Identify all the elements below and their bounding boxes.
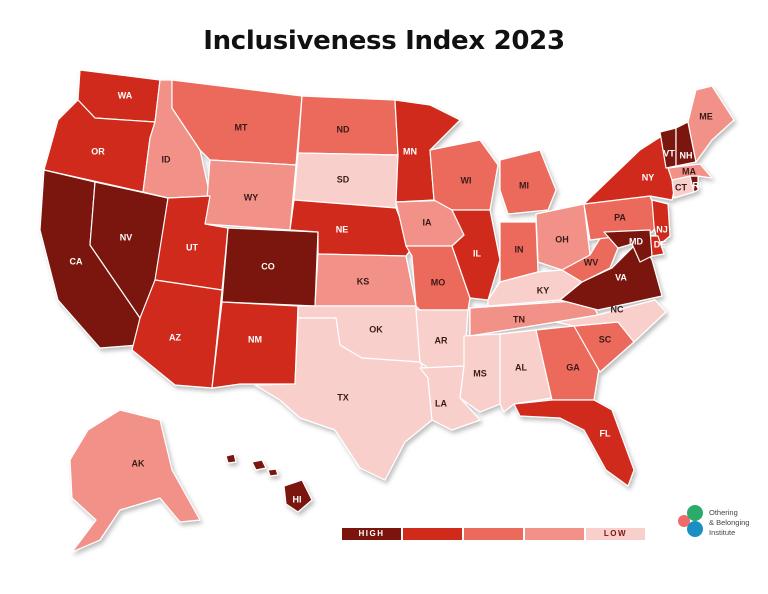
label-MN: MN xyxy=(403,146,417,156)
label-GA: GA xyxy=(566,362,580,372)
state-NC[interactable] xyxy=(555,299,667,343)
state-MD[interactable] xyxy=(603,229,653,263)
state-MI[interactable] xyxy=(499,149,557,215)
label-NV: NV xyxy=(120,232,133,242)
label-SD: SD xyxy=(337,174,350,184)
label-WV: WV xyxy=(584,257,599,267)
state-NM[interactable] xyxy=(211,301,299,389)
label-ND: ND xyxy=(337,124,350,134)
logo-blue-circle xyxy=(687,521,703,537)
state-AZ[interactable] xyxy=(131,279,223,389)
state-labels: WA OR CA NV ID MT WY UT CO AZ NM ND SD N… xyxy=(70,90,713,504)
label-NC: NC xyxy=(611,304,624,314)
label-WY: WY xyxy=(244,192,259,202)
label-PA: PA xyxy=(614,212,626,222)
logo-line-3: Institute xyxy=(709,528,736,537)
legend-swatch-high: HIGH xyxy=(342,528,401,540)
label-NE: NE xyxy=(336,224,349,234)
logo-line-2: & Belonging xyxy=(709,518,750,527)
label-KS: KS xyxy=(357,276,370,286)
label-NH: NH xyxy=(680,150,693,160)
label-AZ: AZ xyxy=(169,332,181,342)
label-OK: OK xyxy=(369,324,383,334)
label-NJ: NJ xyxy=(656,224,668,234)
label-IL: IL xyxy=(473,248,482,258)
label-MD: MD xyxy=(629,236,643,246)
label-CO: CO xyxy=(261,261,275,271)
othering-belonging-logo-icon xyxy=(678,505,703,537)
label-SC: SC xyxy=(599,334,612,344)
logo-green-circle xyxy=(687,505,703,521)
label-CT: CT xyxy=(675,182,687,192)
label-DE: DE xyxy=(654,239,667,249)
state-ME[interactable] xyxy=(687,85,735,163)
legend: HIGH LOW xyxy=(342,528,645,540)
label-LA: LA xyxy=(435,398,447,408)
logo-text: Othering & Belonging Institute xyxy=(709,508,749,538)
logo-line-1: Othering xyxy=(709,508,738,517)
label-KY: KY xyxy=(537,285,550,295)
label-AK: AK xyxy=(132,458,145,468)
legend-swatch-4 xyxy=(525,528,584,540)
legend-swatch-low: LOW xyxy=(586,528,645,540)
state-HI[interactable] xyxy=(225,453,313,513)
map-title: Inclusiveness Index 2023 xyxy=(203,26,565,56)
label-OH: OH xyxy=(555,234,569,244)
label-FL: FL xyxy=(600,428,611,438)
state-FL[interactable] xyxy=(513,399,635,487)
state-NJ[interactable] xyxy=(651,199,671,247)
state-AK[interactable] xyxy=(69,409,201,553)
label-WA: WA xyxy=(118,90,133,100)
label-IN: IN xyxy=(515,244,524,254)
label-ID: ID xyxy=(162,154,172,164)
label-TN: TN xyxy=(513,314,525,324)
legend-swatch-2 xyxy=(403,528,462,540)
label-UT: UT xyxy=(186,242,198,252)
label-WI: WI xyxy=(461,175,472,185)
label-MO: MO xyxy=(431,277,446,287)
label-AL: AL xyxy=(515,362,527,372)
label-VA: VA xyxy=(615,272,627,282)
label-AR: AR xyxy=(435,335,448,345)
label-VT: VT xyxy=(663,148,675,158)
label-IA: IA xyxy=(423,217,433,227)
label-MT: MT xyxy=(235,122,248,132)
label-MA: MA xyxy=(682,166,696,176)
label-CA: CA xyxy=(70,256,83,266)
logo-pink-circle xyxy=(678,515,690,527)
state-TX[interactable] xyxy=(254,317,433,481)
label-MI: MI xyxy=(519,180,529,190)
label-OR: OR xyxy=(91,146,105,156)
label-NY: NY xyxy=(642,172,655,182)
label-NM: NM xyxy=(248,334,262,344)
label-RI: RI xyxy=(693,180,702,190)
label-HI: HI xyxy=(293,494,302,504)
label-ME: ME xyxy=(699,111,713,121)
label-MS: MS xyxy=(473,368,487,378)
label-TX: TX xyxy=(337,392,349,402)
state-MA[interactable] xyxy=(667,163,713,181)
state-IL[interactable] xyxy=(451,209,501,301)
legend-swatch-3 xyxy=(464,528,523,540)
